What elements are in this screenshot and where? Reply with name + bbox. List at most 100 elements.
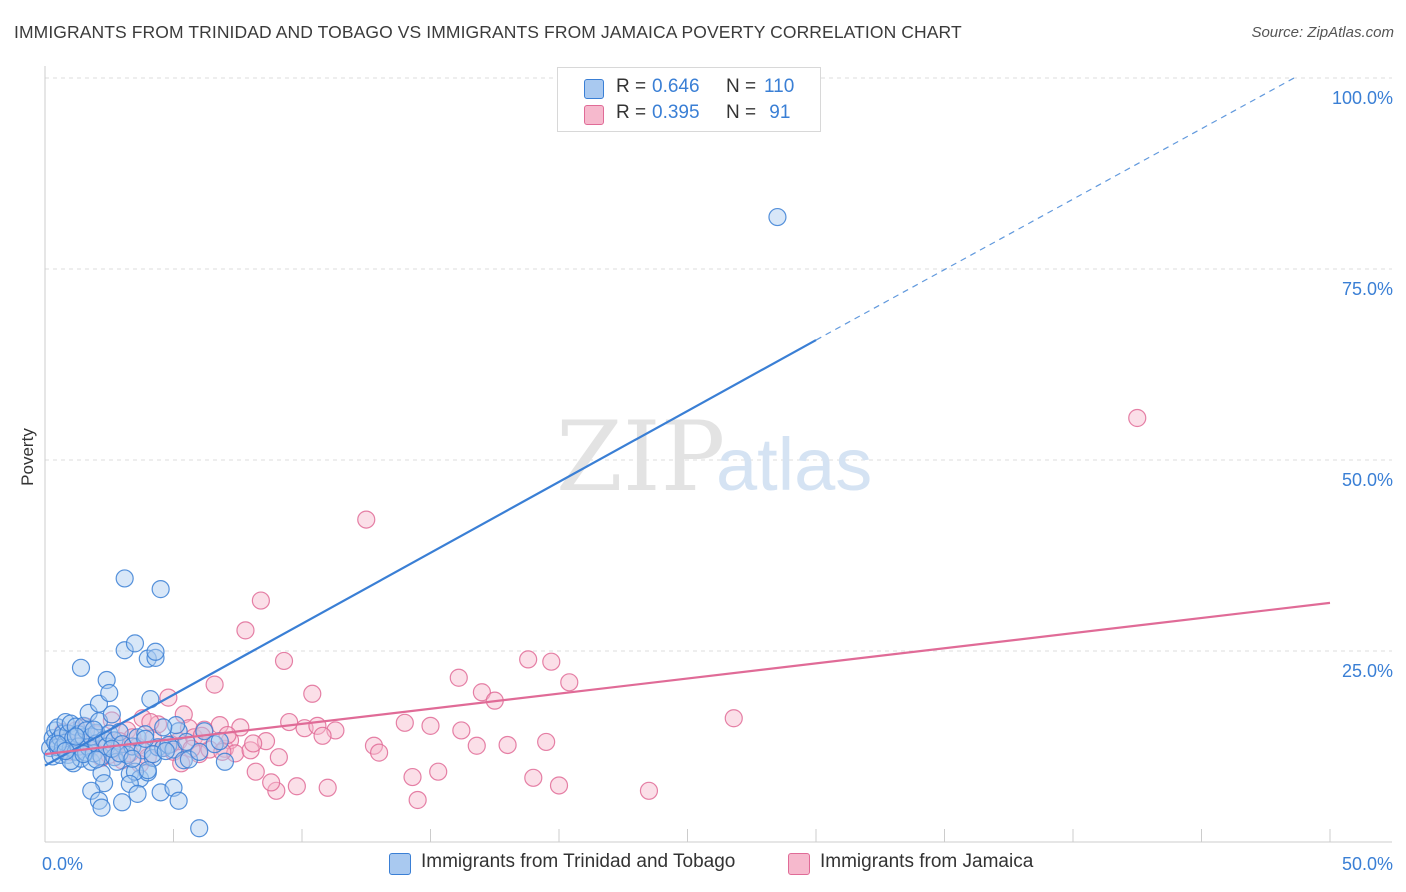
y-axis-label: Poverty — [18, 428, 37, 486]
legend-n-label: N = — [726, 102, 757, 123]
trinidad-point — [115, 641, 134, 660]
trinidad-point — [136, 729, 155, 748]
correlation-legend: R = 0.646 N = 110 R = 0.395 N = 91 — [557, 67, 821, 132]
jamaica-point — [246, 762, 265, 781]
jamaica-point — [639, 781, 659, 800]
jamaica-point — [251, 591, 270, 610]
legend-r-label: R = — [616, 102, 647, 123]
watermark-zip: ZIP — [556, 401, 725, 513]
trinidad-point — [87, 750, 106, 769]
jamaica-point — [421, 716, 440, 735]
trinidad-point — [100, 683, 119, 703]
bottom-legend-label-jamaica: Immigrants from Jamaica — [820, 851, 1034, 872]
legend-swatch-blue — [584, 79, 604, 99]
trinidad-point — [71, 658, 91, 677]
jamaica-point — [313, 726, 332, 745]
trinidad-point — [115, 569, 134, 588]
trinidad-point — [215, 752, 234, 771]
jamaica-point — [452, 721, 471, 740]
trinidad-point — [102, 705, 121, 724]
legend-r-label: R = — [616, 76, 647, 97]
bottom-legend-swatch-blue — [389, 853, 411, 875]
trinidad-trendline-extension — [815, 77, 1295, 341]
trinidad-point — [125, 634, 145, 653]
jamaica-point — [1128, 408, 1147, 428]
jamaica-point — [287, 777, 306, 796]
trinidad-point — [154, 718, 173, 737]
y-tick-label: 50.0% — [1342, 470, 1393, 490]
trinidad-points — [41, 207, 787, 838]
y-tick-label: 100.0% — [1332, 88, 1393, 108]
trinidad-point — [146, 648, 165, 667]
trinidad-point — [190, 742, 209, 761]
trinidad-point — [156, 741, 175, 761]
jamaica-point — [560, 673, 579, 692]
jamaica-point — [519, 650, 538, 669]
jamaica-point — [269, 748, 288, 767]
axes — [44, 66, 1392, 843]
jamaica-point — [318, 778, 337, 797]
trinidad-point — [120, 774, 139, 794]
trinidad-point — [82, 781, 101, 800]
jamaica-point — [724, 709, 743, 728]
trinidad-point — [66, 727, 85, 746]
jamaica-point — [467, 736, 486, 755]
bottom-legend-label-trinidad: Immigrants from Trinidad and Tobago — [421, 851, 736, 872]
chart-title: IMMIGRANTS FROM TRINIDAD AND TOBAGO VS I… — [14, 22, 962, 42]
gridlines — [45, 77, 1392, 652]
x-tick-label: 50.0% — [1342, 854, 1393, 874]
jamaica-point — [262, 773, 281, 792]
y-tick-label: 75.0% — [1342, 279, 1393, 299]
legend-swatch-pink — [584, 105, 604, 125]
jamaica-point — [408, 790, 427, 810]
watermark-atlas: atlas — [716, 423, 872, 506]
jamaica-point — [429, 762, 448, 781]
jamaica-point — [303, 684, 322, 703]
jamaica-point — [472, 683, 491, 702]
chart-source: Source: ZipAtlas.com — [1251, 24, 1394, 41]
trinidad-trendline — [44, 339, 817, 767]
trendlines — [44, 77, 1331, 767]
legend-n-value: 110 — [764, 76, 795, 97]
jamaica-point — [449, 668, 468, 687]
jamaica-point — [280, 712, 299, 732]
trinidad-point — [179, 750, 199, 769]
legend-r-value: 0.646 — [652, 76, 700, 97]
trinidad-point — [205, 735, 224, 754]
legend-n-value: 91 — [764, 102, 791, 123]
trinidad-point — [123, 749, 142, 768]
jamaica-point — [549, 776, 569, 795]
jamaica-point — [542, 652, 561, 671]
jamaica-point — [244, 734, 263, 753]
trinidad-point — [174, 751, 193, 770]
jamaica-point — [274, 651, 294, 671]
trinidad-point — [138, 649, 157, 668]
jamaica-point — [524, 768, 543, 787]
trinidad-point — [768, 207, 787, 227]
trinidad-point — [190, 819, 209, 838]
legend-n-label: N = — [726, 76, 757, 97]
jamaica-point — [498, 735, 517, 755]
trinidad-point — [112, 793, 132, 812]
jamaica-trendline — [44, 601, 1331, 756]
x-tick-label: 0.0% — [42, 854, 83, 874]
trinidad-point — [128, 784, 147, 803]
legend-r-value: 0.395 — [652, 102, 700, 123]
bottom-legend-swatch-pink — [788, 853, 810, 875]
y-tick-label: 25.0% — [1342, 661, 1393, 681]
tick-labels: 25.0% 50.0% 75.0% 100.0% 0.0% 50.0% — [42, 88, 1393, 874]
trinidad-point — [138, 761, 157, 780]
trinidad-point — [151, 580, 170, 599]
jamaica-point — [357, 510, 376, 529]
watermark: ZIP atlas — [556, 401, 872, 513]
jamaica-point — [236, 621, 255, 640]
jamaica-point — [395, 713, 414, 732]
trinidad-point — [169, 791, 188, 810]
jamaica-point — [205, 675, 224, 694]
trinidad-point — [92, 798, 111, 817]
jamaica-point — [403, 767, 422, 787]
jamaica-point — [537, 732, 556, 752]
jamaica-point — [370, 743, 389, 762]
trinidad-point — [146, 642, 165, 661]
